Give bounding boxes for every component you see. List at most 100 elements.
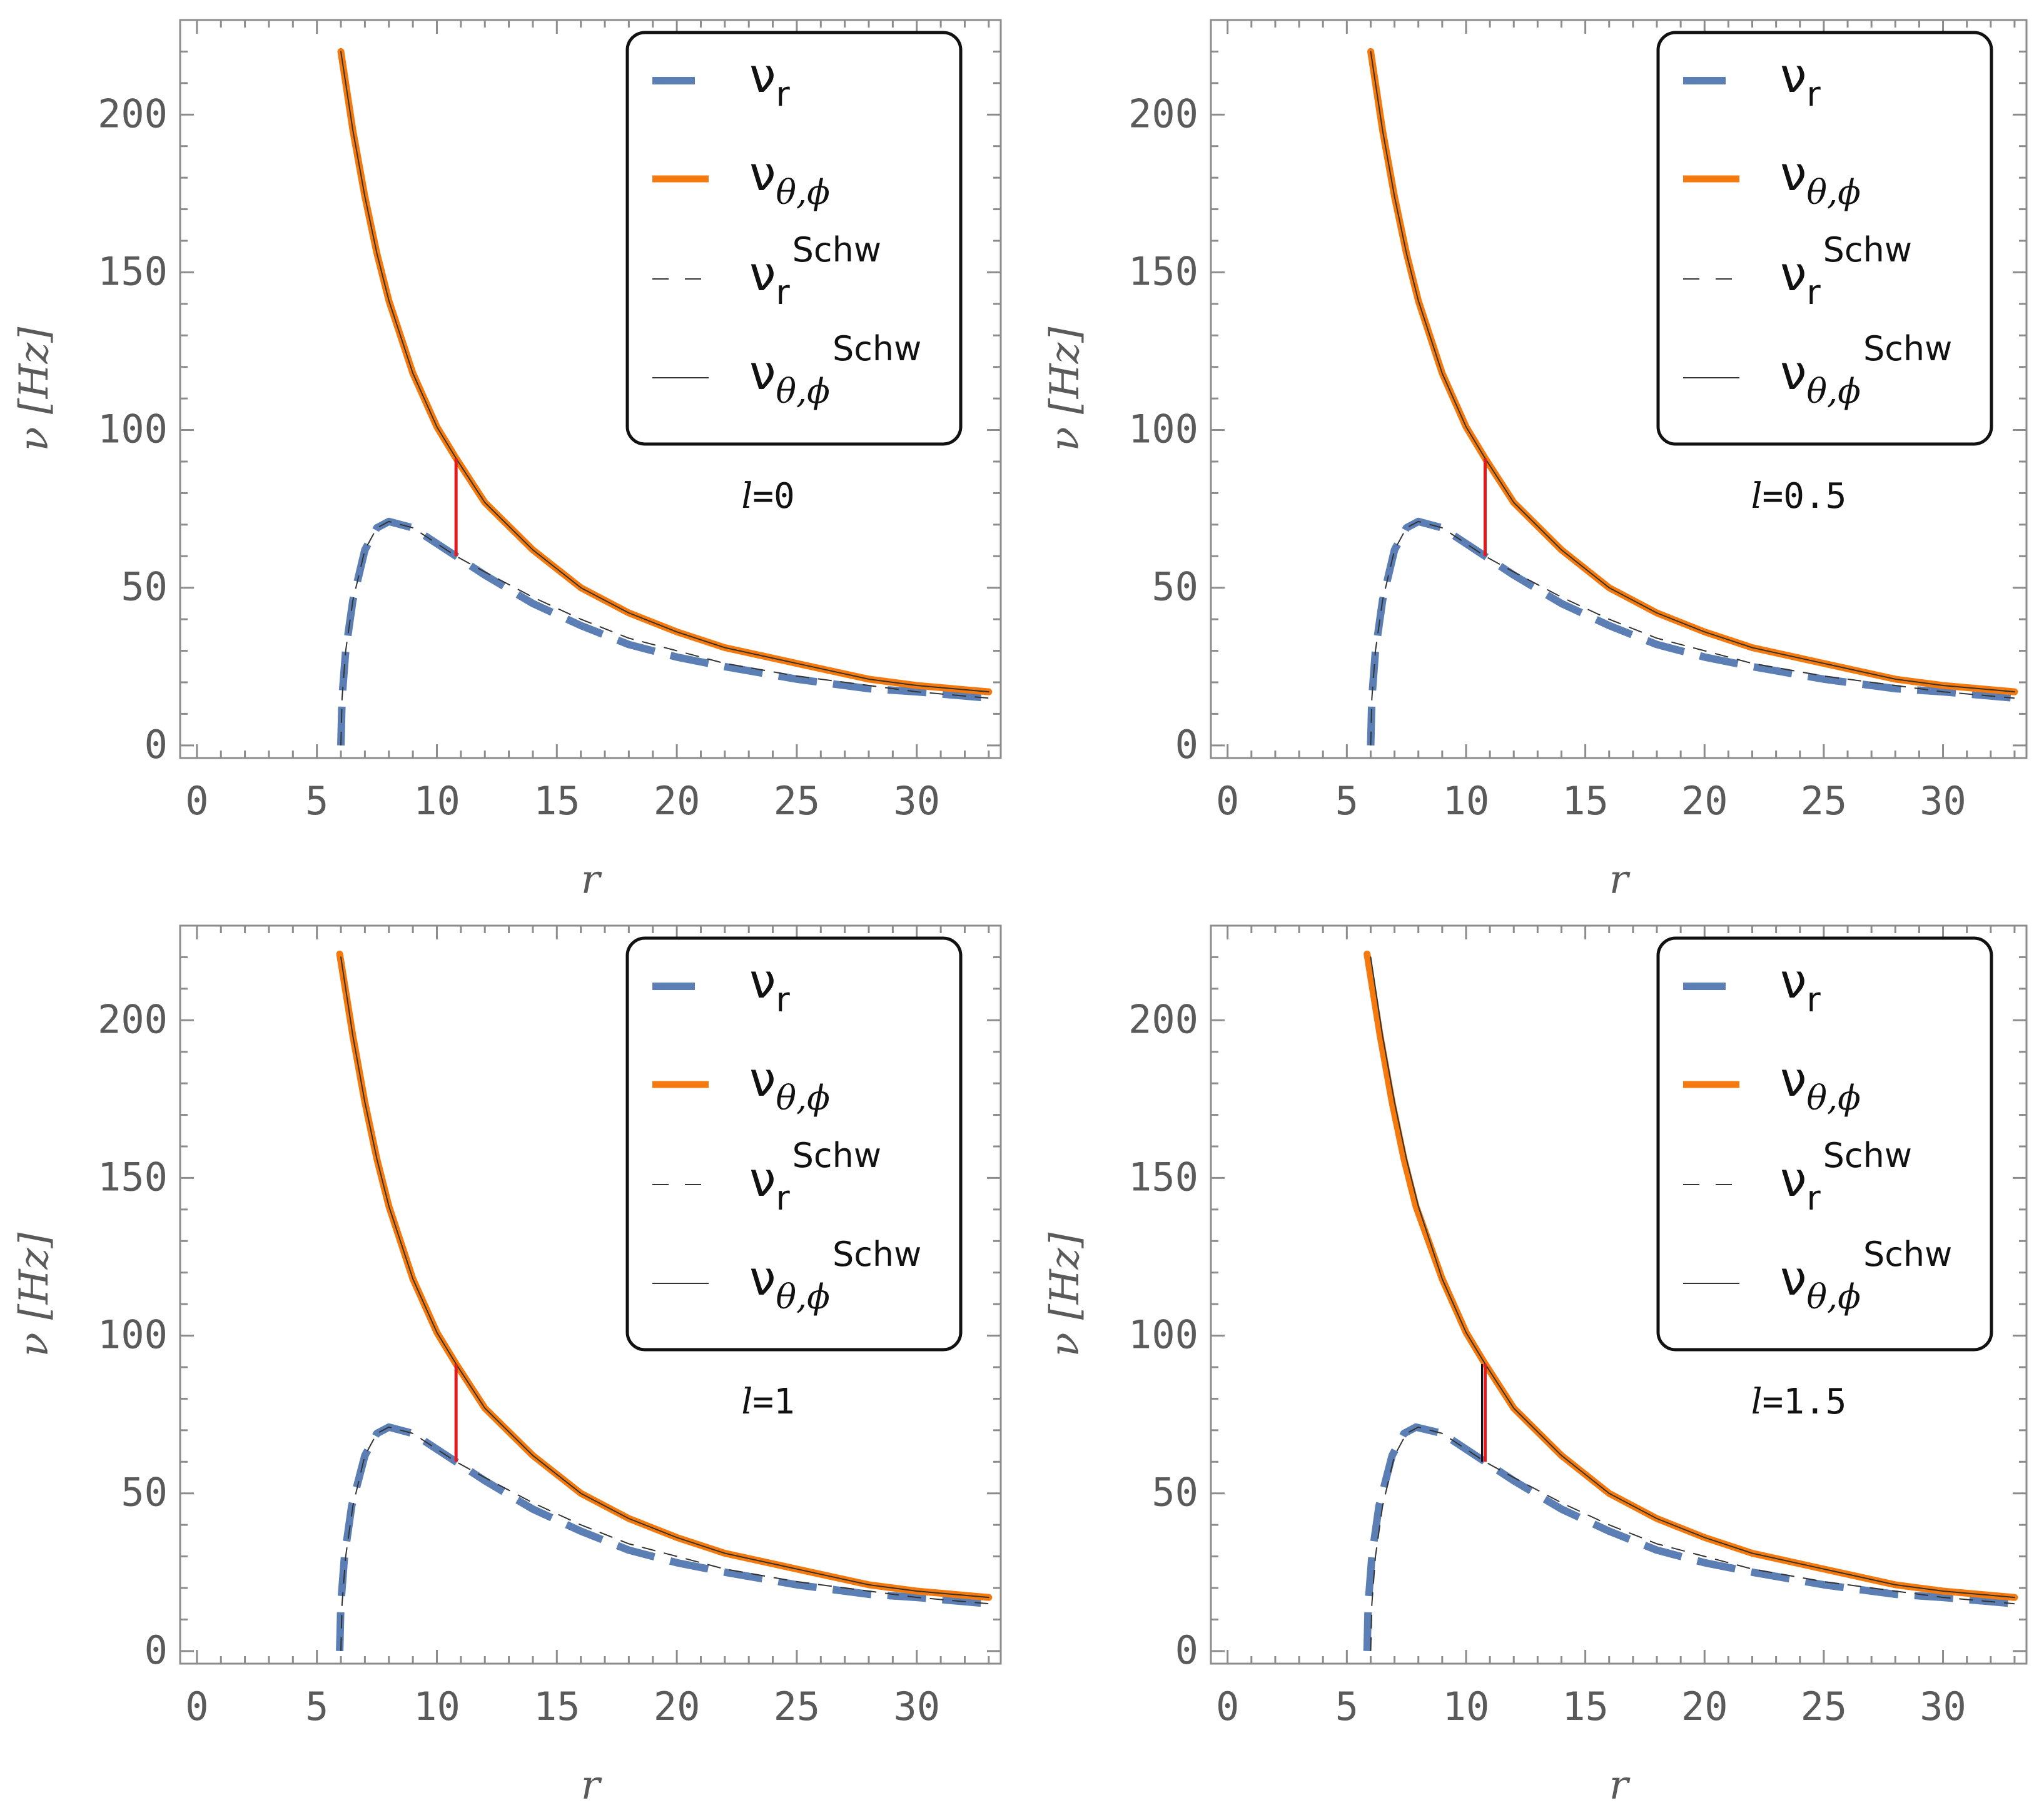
y-tick-label: 50 [121,1470,168,1515]
legend-box [1656,31,1993,446]
legend: νr νθ,ϕ νrSchw νθ,ϕSchw [625,31,963,446]
legend-label: νθ,ϕ [749,146,830,212]
y-tick-label: 200 [98,996,168,1042]
x-tick-label: 30 [1920,1684,1966,1729]
plot-frame [179,924,1002,1665]
legend: νr νθ,ϕ νrSchw νθ,ϕSchw [625,936,963,1352]
y-tick-label: 200 [1128,996,1198,1042]
series-line-dashed-thin [340,520,989,746]
x-tick-label: 5 [1335,778,1358,824]
legend-label: νr [749,953,790,1019]
y-tick-label: 150 [98,248,168,294]
x-axis-title: r [1609,857,1631,903]
y-tick-label: 0 [144,722,168,767]
y-tick-label: 50 [121,564,168,610]
plot-frame [1210,924,2028,1665]
y-tick-label: 150 [98,1154,168,1200]
x-tick-label: 0 [1216,778,1239,824]
x-tick-label: 5 [305,778,328,824]
y-tick-label: 150 [1128,248,1198,294]
x-tick-label: 10 [413,1684,460,1729]
legend-label: νr [1780,48,1821,114]
legend-label: νθ,ϕSchw [749,1235,921,1317]
series-line-solid-thin [340,956,989,1599]
series-line-solid-thin [1370,51,2015,693]
y-tick-label: 0 [1175,1627,1198,1673]
legend-label: νrSchw [749,1136,881,1218]
x-tick-label: 0 [1216,1684,1239,1729]
x-tick-label: 15 [534,778,580,824]
legend-label: νr [749,48,790,114]
series-group [1367,48,2018,746]
y-tick-label: 100 [98,1312,168,1358]
x-tick-label: 25 [1801,1684,1848,1729]
series-group [1363,950,2018,1651]
legend-label: νrSchw [749,230,881,312]
chart-panel-2: 0 5 10 15 20 25 30 0 50 100 150 200 r ν [Hz] νr νθ,ϕ νrS… [1042,19,2028,903]
legend: νr νθ,ϕ νrSchw νθ,ϕSchw [1656,31,1993,446]
chart-panel-4: 0 5 10 15 20 25 30 0 50 100 150 200 r ν [Hz] νr νθ,ϕ νrS… [1042,924,2028,1809]
series-group [337,48,993,746]
series-line-dashed-thick [336,1423,989,1651]
annotation-l: l=1 [741,1382,794,1422]
x-tick-label: 30 [1920,778,1966,824]
legend: νr νθ,ϕ νrSchw νθ,ϕSchw [1656,936,1993,1352]
x-tick-label: 20 [654,1684,701,1729]
legend-label: νrSchw [1780,1136,1912,1218]
y-tick-label: 100 [1128,407,1198,452]
x-tick-label: 25 [774,778,821,824]
x-axis-title: r [1609,1762,1631,1809]
x-tick-label: 5 [1335,1684,1358,1729]
x-axis-title: r [581,857,602,903]
series-line-dashed-thin [1370,520,2015,746]
annotation-l: l=1.5 [1751,1382,1847,1422]
series-line-solid-thin [1370,956,2015,1599]
y-axis-title: ν [Hz] [1042,326,1088,452]
y-tick-label: 200 [98,91,168,136]
x-tick-label: 0 [185,778,208,824]
legend-label: νθ,ϕ [749,1051,830,1118]
series-line-dashed-thick [1367,517,2015,746]
chart-panel-3: 0 5 10 15 20 25 30 0 50 100 150 200 r ν [Hz] νr νθ,ϕ νrS… [11,924,1002,1809]
series-line-dashed-thick [1363,1423,2015,1651]
x-tick-label: 10 [1443,778,1490,824]
x-tick-label: 25 [774,1684,821,1729]
y-tick-label: 0 [1175,722,1198,767]
legend-label: νθ,ϕSchw [1780,329,1952,411]
legend-box [1656,936,1993,1352]
annotation-l: l=0.5 [1751,476,1847,517]
legend-label: νθ,ϕ [1780,1051,1861,1118]
series-line-solid-thin [340,51,989,693]
x-tick-label: 15 [1562,1684,1609,1729]
series-group [336,950,993,1651]
legend-box [625,936,963,1352]
x-axis-title: r [581,1762,602,1809]
x-tick-label: 15 [1562,778,1609,824]
legend-label: νθ,ϕSchw [749,329,921,411]
y-tick-label: 50 [1151,564,1198,610]
plot-frame [179,19,1002,759]
y-tick-label: 50 [1151,1470,1198,1515]
x-tick-label: 30 [893,778,940,824]
y-tick-label: 150 [1128,1154,1198,1200]
plot-frame [1210,19,2028,759]
y-axis-title: ν [Hz] [11,1232,58,1357]
legend-box [625,31,963,446]
x-tick-label: 20 [654,778,701,824]
y-axis-title: ν [Hz] [1042,1232,1088,1357]
x-tick-label: 15 [534,1684,580,1729]
legend-label: νθ,ϕ [1780,146,1861,212]
series-line-dashed-thin [340,1426,989,1651]
x-tick-label: 0 [185,1684,208,1729]
x-tick-label: 10 [1443,1684,1490,1729]
y-tick-label: 0 [144,1627,168,1673]
x-tick-label: 25 [1801,778,1848,824]
x-tick-label: 5 [305,1684,328,1729]
legend-label: νθ,ϕSchw [1780,1235,1952,1317]
annotation-l: l=0 [741,476,794,517]
series-line-dashed-thin [1370,1426,2015,1651]
x-tick-label: 20 [1681,778,1728,824]
y-tick-label: 100 [98,407,168,452]
chart-panel-1: 0 5 10 15 20 25 30 0 50 100 150 200 r ν [Hz] νr νθ,ϕ νrS… [11,19,1002,903]
